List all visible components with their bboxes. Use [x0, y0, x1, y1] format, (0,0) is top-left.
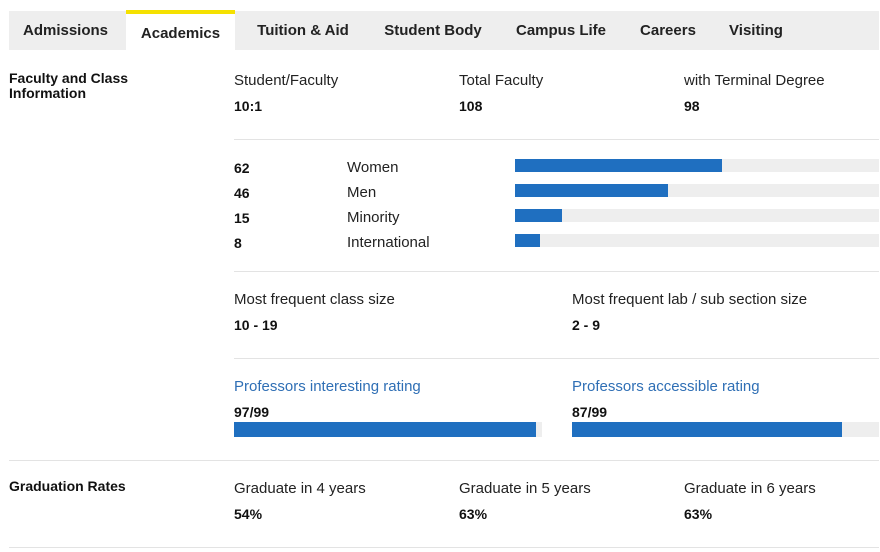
accessible-rating-value: 87/99 — [572, 404, 608, 420]
women-count: 62 — [234, 160, 250, 176]
minority-label: Minority — [347, 209, 400, 226]
terminal-degree-value: 98 — [684, 98, 700, 114]
grad-6-value: 63% — [684, 506, 713, 522]
interesting-rating-bar — [234, 422, 542, 437]
divider — [234, 271, 879, 272]
grad-5-label: Graduate in 5 years — [459, 480, 591, 497]
international-label: International — [347, 234, 430, 251]
class-size-value: 10 - 19 — [234, 317, 278, 333]
section-divider — [9, 547, 879, 548]
terminal-degree-label: with Terminal Degree — [684, 72, 825, 89]
tab-admissions[interactable]: Admissions — [22, 22, 109, 39]
minority-bar-fill — [515, 209, 563, 222]
minority-count: 15 — [234, 210, 250, 226]
student-faculty-value: 10:1 — [234, 98, 263, 114]
tab-tuition-aid[interactable]: Tuition & Aid — [257, 22, 349, 39]
faculty-section-title: Faculty and Class Information — [9, 70, 129, 101]
tab-visiting[interactable]: Visiting — [729, 22, 783, 39]
lab-size-label: Most frequent lab / sub section size — [572, 291, 808, 308]
minority-bar — [515, 209, 879, 222]
women-bar-fill — [515, 159, 723, 172]
tab-careers[interactable]: Careers — [640, 22, 696, 39]
section-divider — [9, 460, 879, 461]
class-size-label: Most frequent class size — [234, 291, 395, 308]
international-bar — [515, 234, 879, 247]
interesting-rating-value: 97/99 — [234, 404, 270, 420]
grad-4-label: Graduate in 4 years — [234, 480, 366, 497]
men-count: 46 — [234, 185, 250, 201]
men-label: Men — [347, 184, 377, 201]
grad-4-value: 54% — [234, 506, 263, 522]
women-bar — [515, 159, 879, 172]
total-faculty-label: Total Faculty — [459, 72, 544, 89]
tab-campus-life[interactable]: Campus Life — [515, 22, 606, 39]
student-faculty-label: Student/Faculty — [234, 72, 339, 89]
accessible-rating-link[interactable]: Professors accessible rating — [572, 378, 760, 395]
men-bar — [515, 184, 879, 197]
graduation-section-title: Graduation Rates — [9, 478, 126, 494]
grad-5-value: 63% — [459, 506, 488, 522]
tab-academics[interactable]: Academics — [126, 10, 235, 51]
tab-bar: Admissions Academics Tuition & Aid Stude… — [9, 10, 879, 51]
accessible-rating-fill — [572, 422, 843, 437]
international-count: 8 — [234, 235, 242, 251]
grad-6-label: Graduate in 6 years — [684, 480, 816, 497]
tab-student-body[interactable]: Student Body — [384, 22, 482, 39]
men-bar-fill — [515, 184, 668, 197]
divider — [234, 358, 879, 359]
lab-size-value: 2 - 9 — [572, 317, 601, 333]
interesting-rating-fill — [234, 422, 536, 437]
women-label: Women — [347, 159, 399, 176]
accessible-rating-bar — [572, 422, 879, 437]
interesting-rating-link[interactable]: Professors interesting rating — [234, 378, 421, 395]
total-faculty-value: 108 — [459, 98, 483, 114]
divider — [234, 139, 879, 140]
international-bar-fill — [515, 234, 541, 247]
